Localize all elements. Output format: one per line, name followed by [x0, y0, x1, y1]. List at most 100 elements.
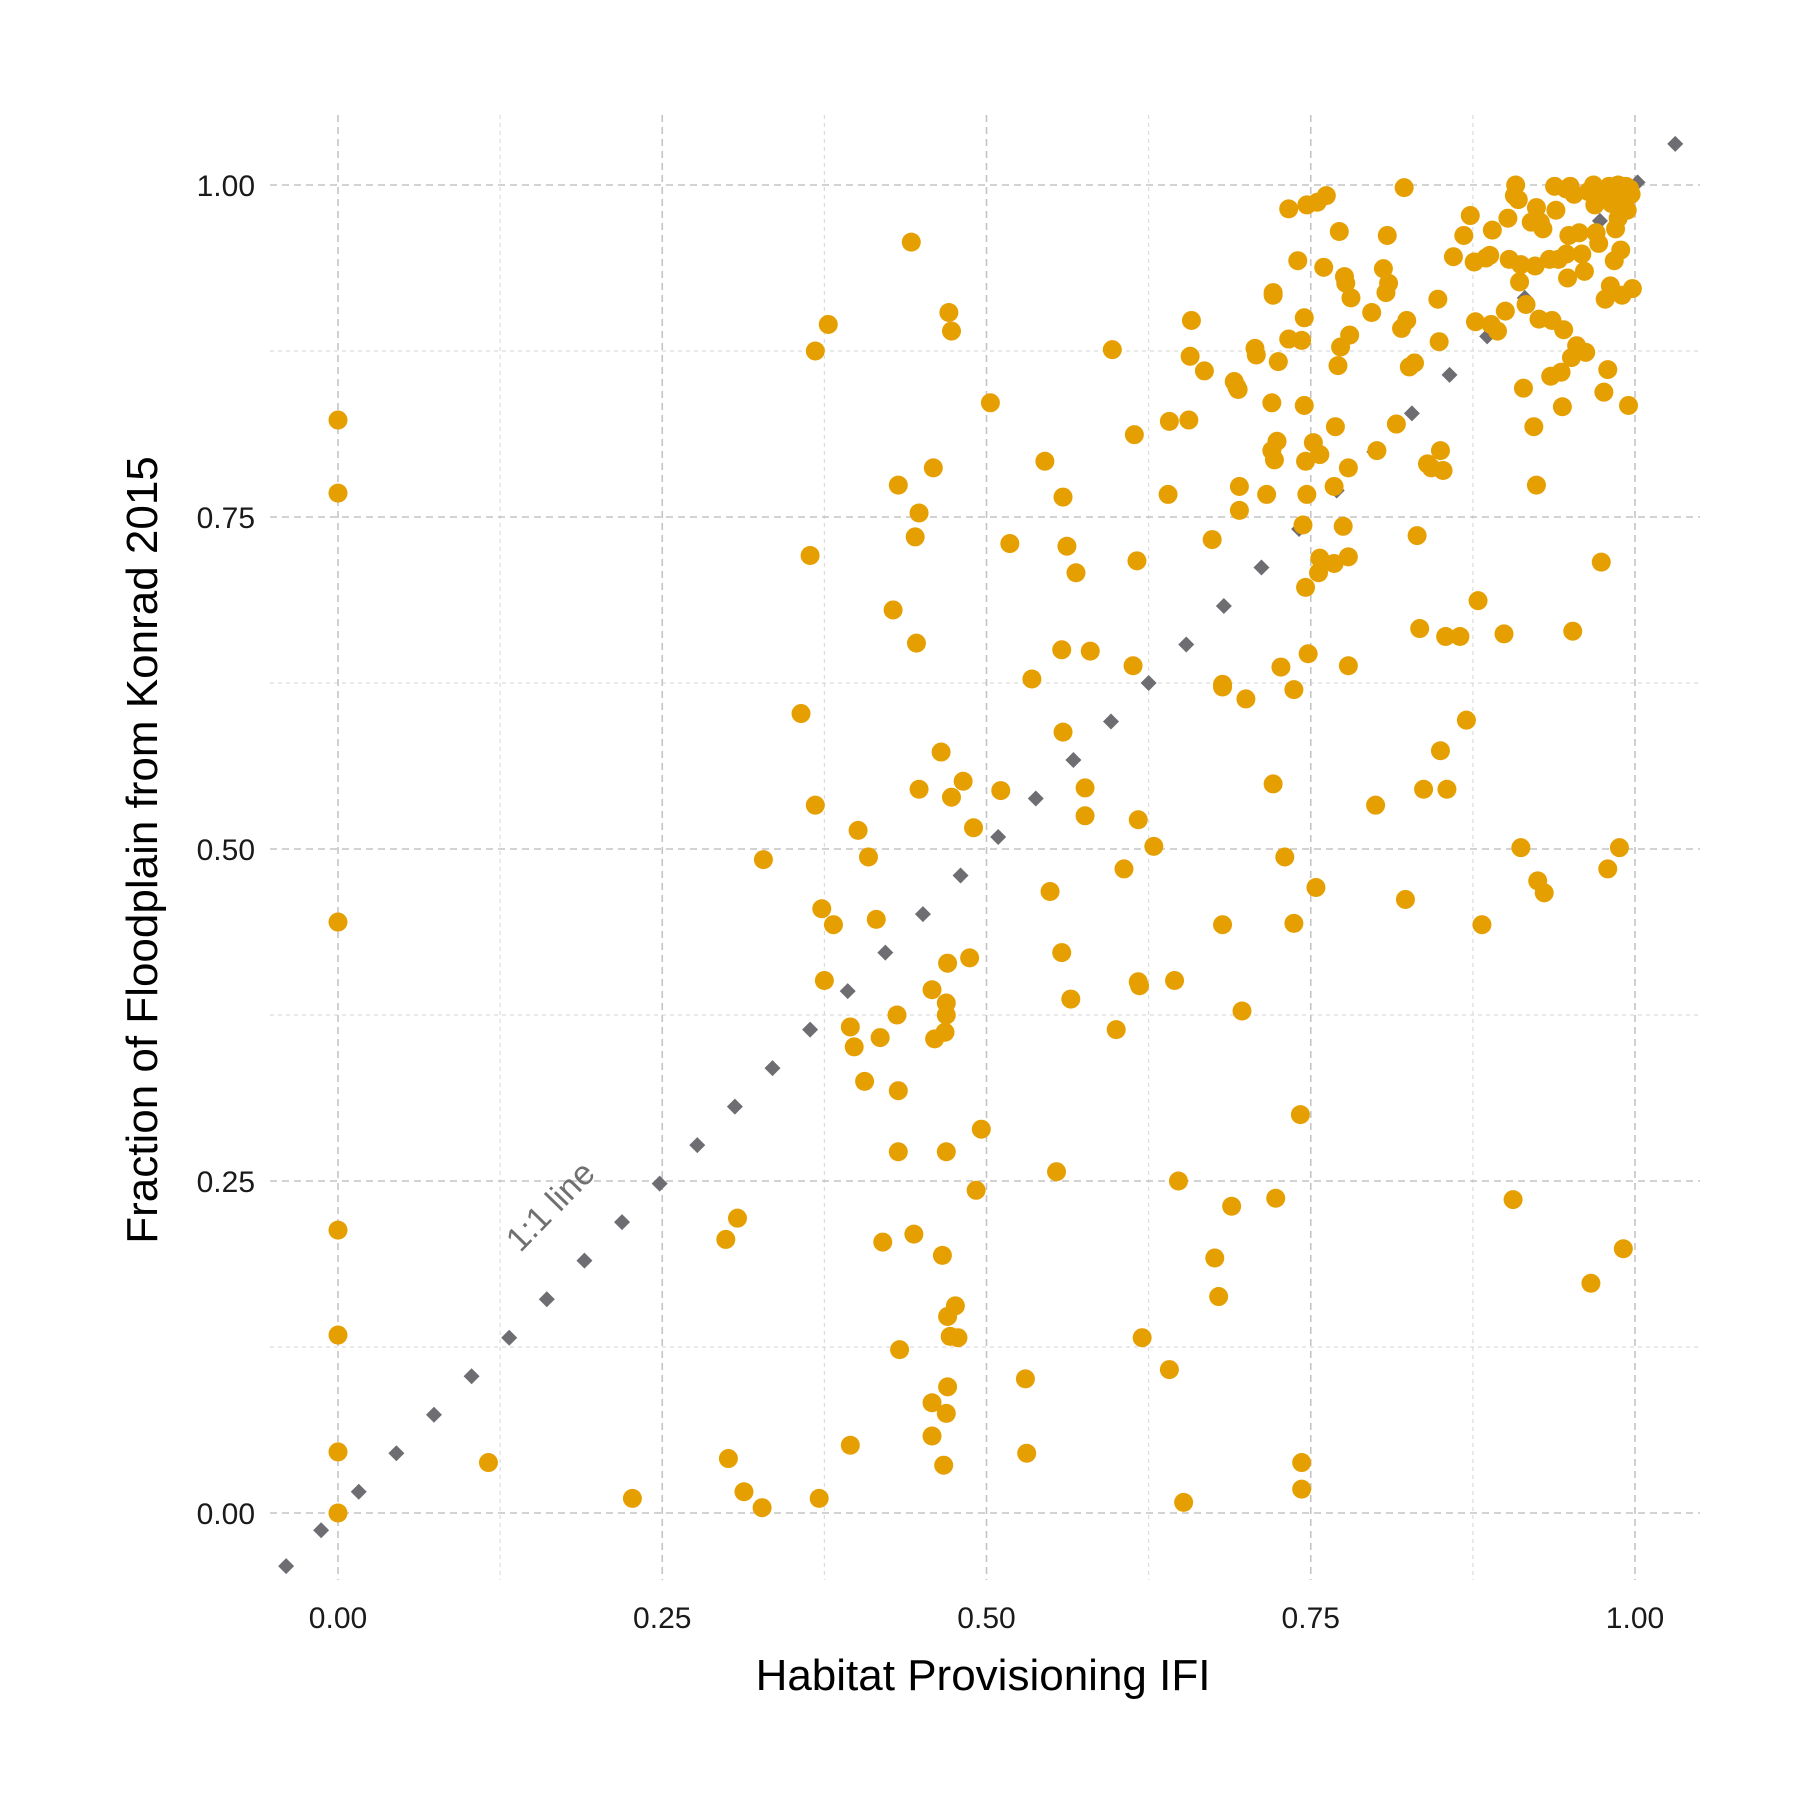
- reference-marker: [1253, 559, 1270, 576]
- data-point: [1294, 308, 1314, 328]
- data-point: [1328, 356, 1348, 376]
- data-point: [866, 909, 886, 929]
- reference-marker: [802, 1021, 819, 1038]
- data-point: [328, 1325, 348, 1345]
- data-point: [328, 912, 348, 932]
- data-point: [1338, 656, 1358, 676]
- data-point: [1524, 417, 1544, 437]
- reference-marker: [1403, 405, 1420, 422]
- y-tick-label: 0.25: [197, 1166, 255, 1199]
- data-point: [1130, 976, 1150, 996]
- data-point: [1494, 624, 1514, 644]
- data-point: [887, 1005, 907, 1025]
- reference-marker: [877, 944, 894, 961]
- reference-marker: [1065, 752, 1082, 769]
- data-point: [1556, 244, 1576, 264]
- data-point: [734, 1482, 754, 1502]
- data-point: [1513, 378, 1533, 398]
- data-point: [1341, 288, 1361, 308]
- data-point: [1124, 425, 1144, 445]
- data-point: [1563, 621, 1583, 641]
- data-point: [1294, 395, 1314, 415]
- data-point: [1436, 627, 1456, 647]
- data-point: [936, 1005, 956, 1025]
- data-point: [1621, 184, 1641, 204]
- data-point: [1576, 342, 1596, 362]
- data-point: [1394, 178, 1414, 198]
- data-point: [888, 1081, 908, 1101]
- data-point: [1377, 225, 1397, 245]
- data-point: [823, 915, 843, 935]
- data-point: [1159, 1360, 1179, 1380]
- data-point: [1511, 838, 1531, 858]
- data-point: [1338, 547, 1358, 567]
- data-point: [805, 795, 825, 815]
- data-point: [1202, 530, 1222, 550]
- x-tick-label: 0.75: [1282, 1602, 1340, 1635]
- data-point: [1456, 710, 1476, 730]
- data-point: [1336, 273, 1356, 293]
- data-point: [1405, 353, 1425, 373]
- data-point: [328, 483, 348, 503]
- data-point: [1132, 1328, 1152, 1348]
- data-point: [980, 393, 1000, 413]
- data-point: [1613, 1239, 1633, 1259]
- x-axis-ticks: 0.00 0.25 0.50 0.75 1.00: [309, 1602, 1664, 1635]
- data-point: [1598, 360, 1618, 380]
- data-point: [1257, 484, 1277, 504]
- data-point: [1511, 255, 1531, 275]
- data-point: [1552, 397, 1572, 417]
- data-point: [1397, 310, 1417, 330]
- data-point: [938, 1377, 958, 1397]
- data-point: [791, 704, 811, 724]
- data-point: [1454, 225, 1474, 245]
- data-point: [1271, 657, 1291, 677]
- data-point: [1296, 451, 1316, 471]
- data-point: [1506, 175, 1526, 195]
- data-point: [1516, 295, 1536, 315]
- data-point: [1574, 261, 1594, 281]
- data-point: [1288, 251, 1308, 271]
- data-point: [800, 546, 820, 566]
- data-point: [818, 314, 838, 334]
- x-tick-label: 0.50: [957, 1602, 1015, 1635]
- data-point: [904, 1224, 924, 1244]
- reference-marker: [278, 1558, 295, 1575]
- data-point: [909, 503, 929, 523]
- data-point: [1205, 1248, 1225, 1268]
- data-point: [1159, 411, 1179, 431]
- data-point: [1194, 361, 1214, 381]
- data-point: [1228, 380, 1248, 400]
- data-point: [1052, 943, 1072, 963]
- data-point: [855, 1071, 875, 1091]
- data-point: [1525, 256, 1545, 276]
- reference-marker: [501, 1329, 518, 1346]
- data-point: [1222, 1196, 1242, 1216]
- data-point: [1040, 881, 1060, 901]
- reference-marker: [425, 1406, 442, 1423]
- data-point: [1035, 451, 1055, 471]
- data-point: [1236, 689, 1256, 709]
- data-points: [328, 175, 1642, 1523]
- data-point: [883, 600, 903, 620]
- data-point: [932, 1245, 952, 1265]
- reference-marker: [952, 867, 969, 884]
- data-point: [858, 847, 878, 867]
- reference-marker: [350, 1483, 367, 1500]
- data-point: [1246, 345, 1266, 365]
- data-point: [1386, 414, 1406, 434]
- data-point: [1362, 302, 1382, 322]
- data-point: [1472, 915, 1492, 935]
- reference-marker: [463, 1368, 480, 1385]
- data-point: [1533, 219, 1553, 239]
- data-point: [1437, 779, 1457, 799]
- data-point: [1080, 641, 1100, 661]
- reference-marker: [614, 1214, 631, 1231]
- data-point: [1264, 450, 1284, 470]
- data-point: [1279, 199, 1299, 219]
- data-point: [1572, 244, 1592, 264]
- data-point: [922, 1426, 942, 1446]
- data-point: [1066, 563, 1086, 583]
- x-axis-title: Habitat Provisioning IFI: [756, 1651, 1211, 1700]
- data-point: [991, 781, 1011, 801]
